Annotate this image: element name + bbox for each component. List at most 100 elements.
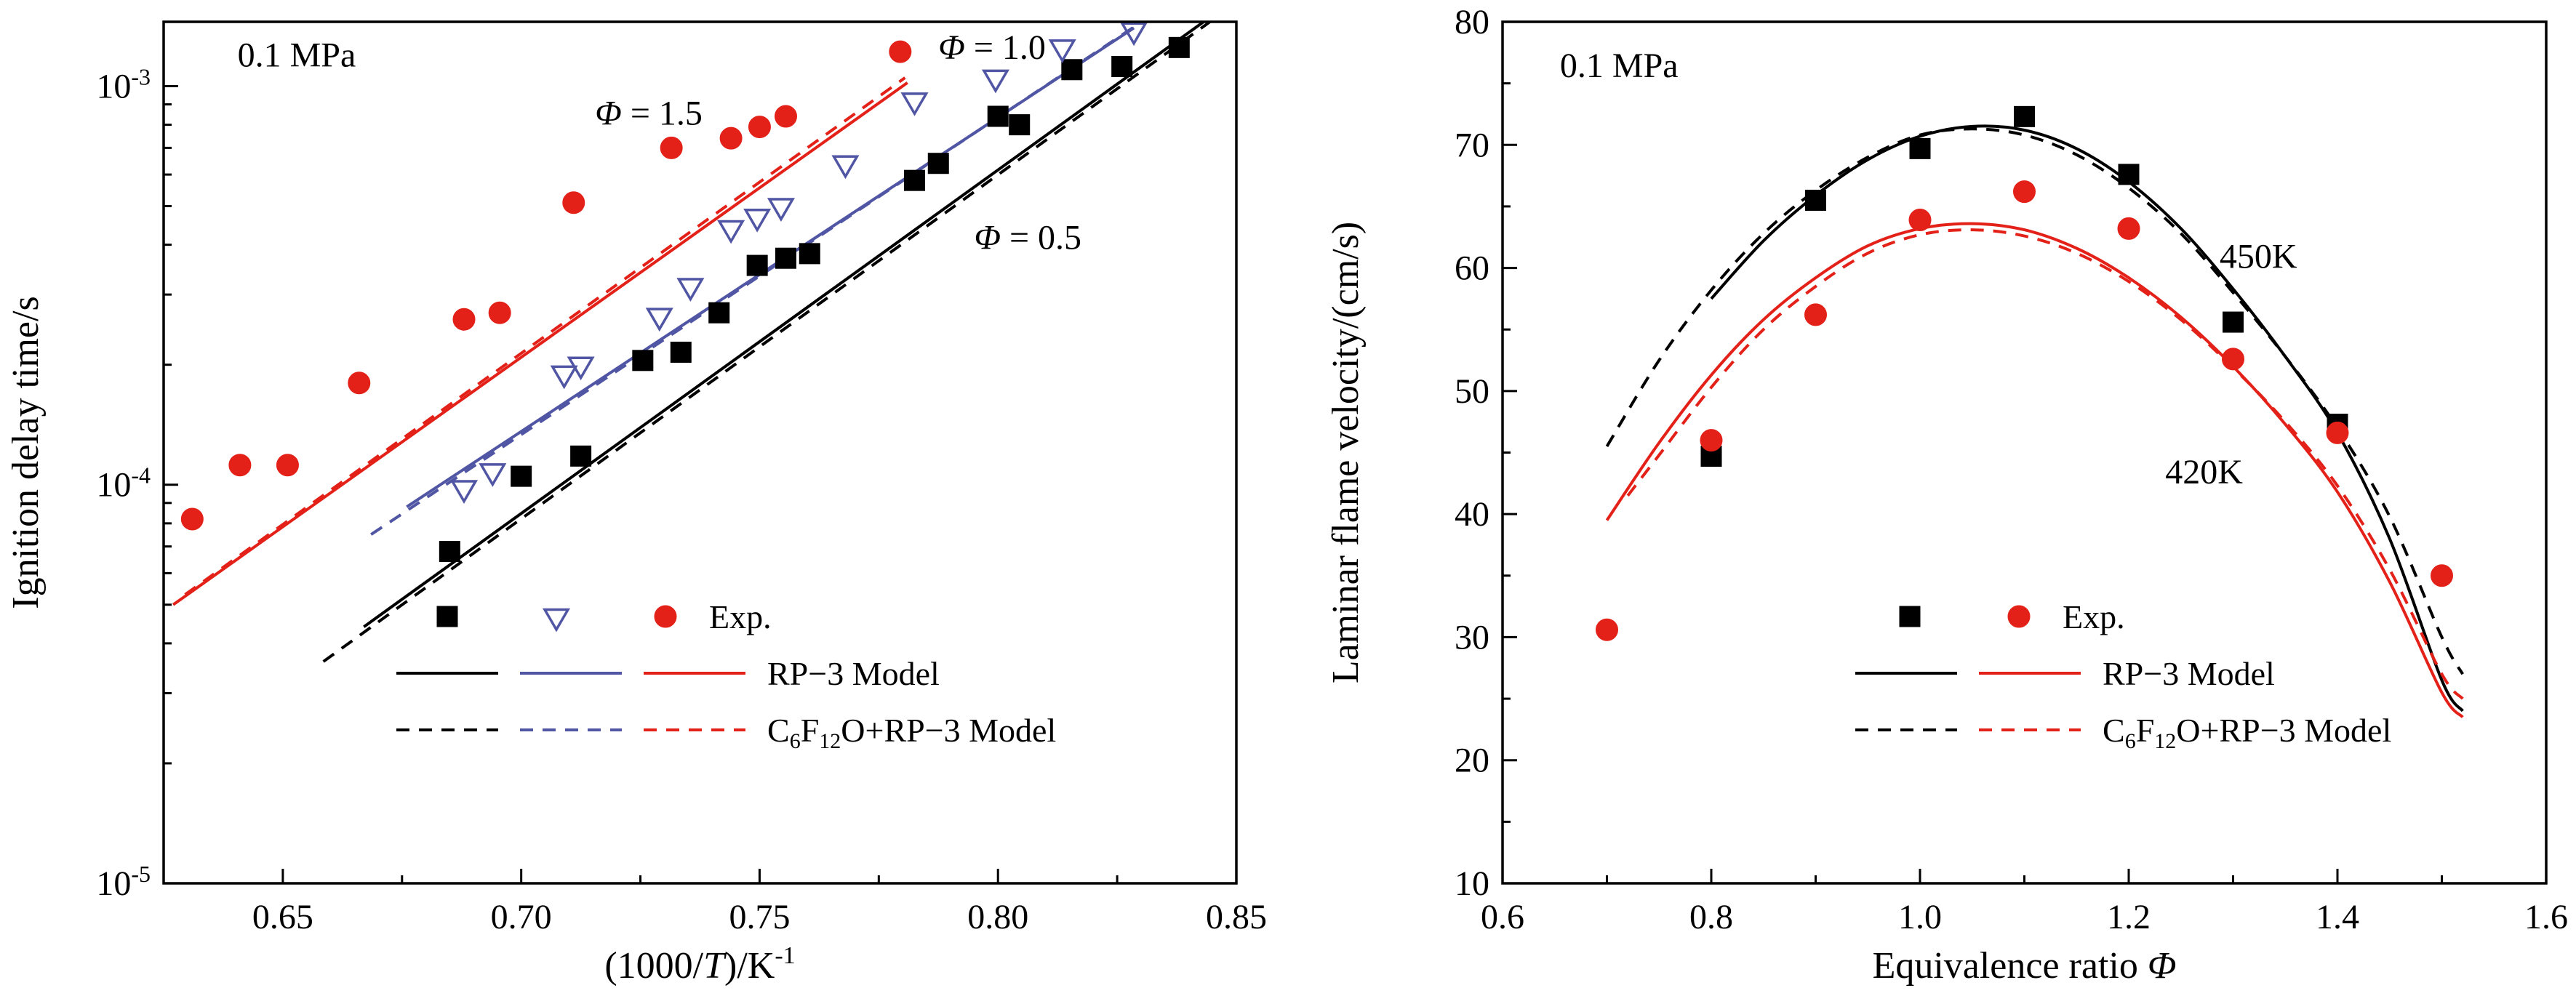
triangle-down-marker: [743, 208, 772, 233]
triangle-down-marker: [1120, 22, 1148, 47]
y-axis-title: Laminar flame velocity/(cm/s): [1325, 222, 1367, 683]
square-marker: [1168, 36, 1190, 58]
circle-marker: [2117, 217, 2140, 240]
square-marker: [775, 247, 796, 269]
circle-marker: [1908, 209, 1932, 232]
square-marker: [570, 445, 592, 467]
triangle-down-marker: [449, 480, 479, 505]
circle-marker: [889, 40, 912, 63]
legend-label: Exp.: [709, 598, 772, 635]
circle-marker: [452, 308, 476, 331]
series-phi05-exp: [439, 36, 1190, 563]
annotation: Φ = 0.5: [974, 219, 1081, 257]
x-tick-label: 1.0: [1898, 898, 1942, 936]
legend-label: RP−3 Model: [2103, 655, 2275, 692]
y-tick-label: 70: [1455, 126, 1489, 164]
y-tick-label: 50: [1455, 372, 1489, 411]
legend-label: C6F12O+RP−3 Model: [767, 712, 1056, 753]
legend-row: RP−3 Model: [1855, 655, 2275, 692]
ticks: [1501, 20, 2548, 885]
square-marker: [987, 105, 1009, 127]
series-phi10-exp: [449, 22, 1148, 505]
y-tick-label: 40: [1455, 495, 1489, 534]
series-420k-rp3-model: [1605, 222, 2464, 718]
circle-marker: [748, 116, 771, 139]
triangle-down-marker: [1048, 39, 1076, 63]
y-tick-label: 30: [1455, 618, 1489, 656]
circle-marker: [228, 454, 252, 477]
y-tick-label: 10-4: [96, 462, 151, 505]
square-marker: [511, 465, 532, 487]
y-tick-label: 80: [1455, 3, 1489, 41]
circle-marker: [2431, 564, 2453, 587]
ticks: [164, 84, 1238, 885]
square-marker: [2118, 164, 2140, 185]
square-marker: [1061, 59, 1083, 81]
square-marker: [1805, 189, 1826, 211]
x-axis-title: Equivalence ratio Φ: [1873, 945, 2177, 987]
triangle-down-marker: [676, 278, 705, 302]
series-420k-c6f12o-model: [1626, 228, 2464, 700]
y-tick-label: 10: [1455, 864, 1489, 903]
legend-row: Exp.: [436, 598, 772, 635]
square-marker: [439, 541, 460, 563]
triangle-down-marker: [717, 220, 745, 244]
series-phi05-rp3-model: [363, 22, 1207, 628]
circle-marker: [1596, 618, 1618, 641]
triangle-down-marker: [767, 198, 795, 222]
legend-triangle-down-marker: [542, 608, 571, 632]
x-axis-title: (1000/T)/K-1: [604, 942, 795, 987]
legend-square-marker: [436, 606, 458, 627]
square-marker: [1009, 114, 1031, 136]
plot-frame: [1501, 20, 2548, 885]
legend-row: RP−3 Model: [396, 655, 940, 692]
series-420k-exp: [1596, 180, 2453, 641]
circle-marker: [1804, 303, 1827, 326]
circle-marker: [488, 301, 511, 324]
legend-circle-marker: [654, 605, 677, 628]
triangle-down-marker: [981, 69, 1009, 94]
square-marker: [2014, 105, 2035, 127]
x-tick-label: 0.75: [729, 898, 790, 936]
square-marker: [746, 254, 768, 276]
series-phi10-c6f12o-model: [370, 24, 1137, 536]
x-tick-label: 0.70: [491, 898, 552, 936]
circle-marker: [1700, 429, 1723, 452]
triangle-down-marker: [567, 356, 595, 381]
circle-marker: [180, 507, 204, 531]
legend-label: Exp.: [2063, 598, 2125, 635]
series-450k-c6f12o-model: [1605, 127, 2464, 675]
square-marker: [927, 153, 949, 174]
series-450k-exp: [1700, 105, 2348, 467]
annotation: 420K: [2165, 453, 2243, 491]
series-phi15-rp3-model: [172, 81, 908, 606]
y-tick-label: 60: [1455, 249, 1489, 288]
triangle-down-marker: [900, 92, 929, 116]
x-tick-label: 1.4: [2316, 898, 2359, 936]
square-marker: [904, 169, 925, 191]
legend-row: Exp.: [1899, 598, 2125, 635]
square-marker: [708, 302, 730, 324]
x-tick-label: 0.80: [967, 898, 1028, 936]
legend-row: C6F12O+RP−3 Model: [396, 712, 1056, 753]
plot-frame: [162, 20, 1238, 885]
y-tick-label: 10-3: [96, 63, 151, 105]
annotation: 450K: [2220, 238, 2297, 276]
square-marker: [632, 350, 654, 372]
x-tick-label: 1.2: [2107, 898, 2151, 936]
circle-marker: [276, 454, 299, 477]
legend-label: RP−3 Model: [767, 655, 940, 692]
triangle-down-marker: [550, 365, 578, 390]
legend-circle-marker: [2007, 605, 2031, 628]
triangle-down-marker: [831, 155, 860, 180]
circle-marker: [775, 105, 797, 128]
x-tick-label: 1.6: [2524, 898, 2568, 936]
x-tick-label: 0.8: [1689, 898, 1733, 936]
square-marker: [2223, 311, 2244, 333]
laminar-flame-velocity-chart: 0.6 0.8 1.0 1.2 1.4 1.6 10 20 30 40 50 60 70 80 Equiva…: [1325, 3, 2568, 987]
annotation: 0.1 MPa: [1560, 47, 1679, 85]
square-marker: [799, 243, 820, 265]
x-tick-label: 0.65: [252, 898, 313, 936]
square-marker: [1909, 137, 1931, 159]
x-tick-label: 0.6: [1481, 898, 1524, 936]
